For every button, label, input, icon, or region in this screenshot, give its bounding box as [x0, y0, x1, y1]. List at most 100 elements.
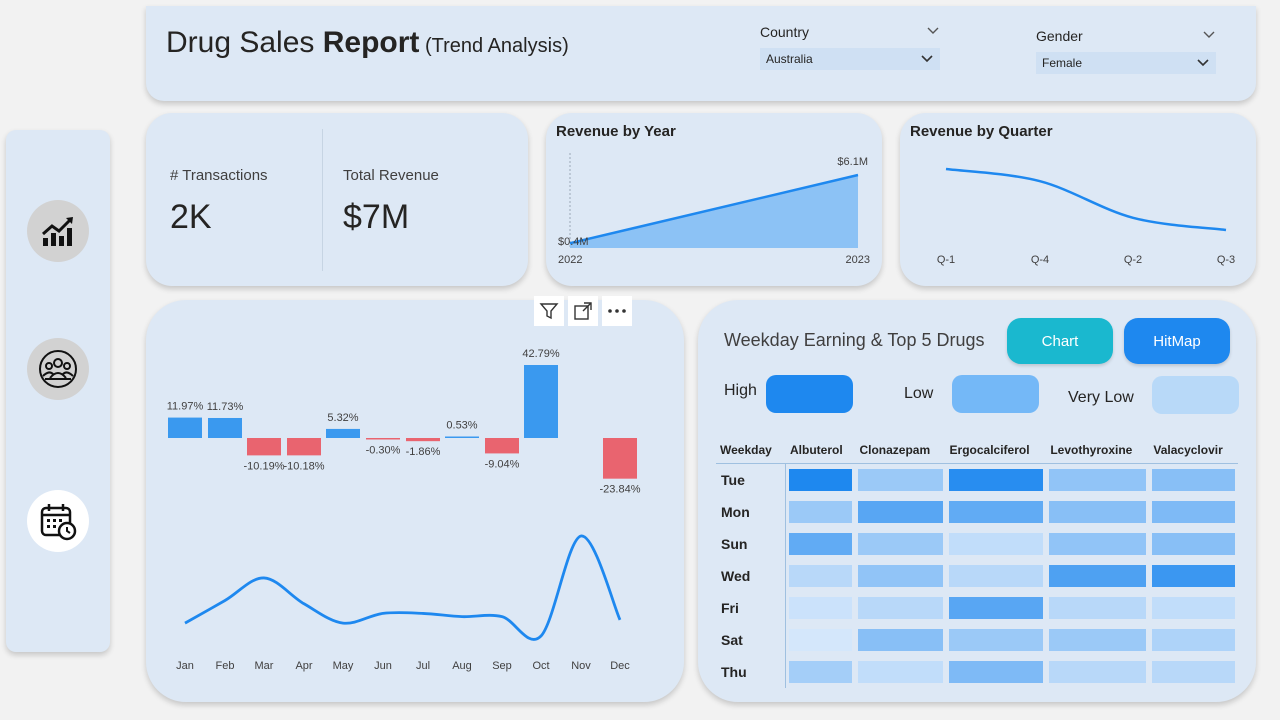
visual-toolbar — [534, 296, 632, 326]
month-x-tick: Jan — [176, 660, 194, 672]
legend-very-low-swatch — [1152, 376, 1239, 414]
table-row: Fri — [716, 592, 1238, 624]
chevron-down-icon[interactable] — [1202, 28, 1216, 42]
heatmap-cell[interactable] — [1046, 496, 1149, 528]
heatmap-cell-fill — [858, 597, 943, 619]
heatmap-cell[interactable] — [786, 624, 855, 656]
heatmap-cell-fill — [1049, 469, 1147, 491]
more-options-icon — [608, 309, 626, 313]
heatmap-cell[interactable] — [786, 560, 855, 592]
heatmap-cell-fill — [789, 533, 853, 555]
heatmap-cell[interactable] — [1149, 624, 1238, 656]
month-x-tick: Nov — [571, 660, 591, 672]
bar-oct — [524, 365, 558, 438]
revenue-by-quarter-card: Q-1 Q-4 Q-2 Q-3 Revenue by Quarter — [900, 113, 1256, 286]
heatmap-cell[interactable] — [786, 496, 855, 528]
chevron-down-icon[interactable] — [926, 24, 940, 38]
nav-calendar-button[interactable] — [27, 490, 89, 552]
bar-label-jan: 11.97% — [167, 401, 204, 413]
heatmap-cell-fill — [858, 629, 943, 651]
heatmap-cell[interactable] — [946, 592, 1047, 624]
heatmap-cell[interactable] — [1149, 656, 1238, 688]
heatmap-cell[interactable] — [786, 528, 855, 560]
heatmap-cell[interactable] — [855, 656, 945, 688]
heatmap-cell-fill — [1152, 629, 1235, 651]
heatmap-cell[interactable] — [1149, 464, 1238, 496]
heatmap-cell[interactable] — [855, 624, 945, 656]
heatmap-cell[interactable] — [855, 560, 945, 592]
heatmap-cell[interactable] — [1149, 528, 1238, 560]
chart-button[interactable]: Chart — [1007, 318, 1113, 364]
legend-high-label: High — [724, 382, 757, 399]
heatmap-cell[interactable] — [1149, 592, 1238, 624]
month-x-tick: Dec — [610, 660, 630, 672]
bar-label-aug: 0.53% — [446, 420, 477, 432]
revenue-by-year-chart[interactable]: $0.4M $6.1M 2022 2023 — [546, 113, 882, 286]
heatmap-cell[interactable] — [1046, 624, 1149, 656]
heatmap-cell[interactable] — [1046, 592, 1149, 624]
gender-select[interactable]: Female — [1036, 52, 1216, 74]
bar-label-jun: -0.30% — [366, 445, 401, 457]
country-select[interactable]: Australia — [760, 48, 940, 70]
heatmap-cell[interactable] — [855, 464, 945, 496]
month-x-tick: Sep — [492, 660, 512, 672]
heatmap-cell[interactable] — [946, 560, 1047, 592]
revenue-by-year-card: $0.4M $6.1M 2022 2023 Revenue by Year — [546, 113, 882, 286]
heatmap-header-weekday[interactable]: Weekday — [716, 440, 786, 464]
heatmap-cell[interactable] — [946, 464, 1047, 496]
hitmap-button[interactable]: HitMap — [1124, 318, 1230, 364]
heatmap-cell[interactable] — [946, 624, 1047, 656]
heatmap-cell[interactable] — [946, 496, 1047, 528]
bar-label-mar: -10.19% — [244, 460, 285, 472]
heatmap-cell[interactable] — [1046, 528, 1149, 560]
year-line — [569, 173, 859, 245]
heatmap-cell-fill — [1152, 533, 1235, 555]
heatmap-header-albuterol[interactable]: Albuterol — [786, 440, 856, 464]
bar-label-feb: 11.73% — [207, 401, 244, 413]
quarter-x-tick: Q-1 — [937, 254, 955, 266]
gender-slicer-label: Gender — [1036, 28, 1083, 44]
heatmap-header-row: Weekday Albuterol Clonazepam Ergocalciferol… — [716, 440, 1238, 464]
heatmap-table: Weekday Albuterol Clonazepam Ergocalciferol… — [716, 440, 1238, 688]
heatmap-header-levothyroxine[interactable]: Levothyroxine — [1046, 440, 1150, 464]
bar-jan — [168, 417, 202, 438]
nav-people-button[interactable] — [27, 338, 89, 400]
heatmap-header-clonazepam[interactable]: Clonazepam — [855, 440, 946, 464]
heatmap-cell[interactable] — [1046, 560, 1149, 592]
more-options-button[interactable] — [602, 296, 632, 326]
monthly-change-chart[interactable]: 11.97% 11.73% -10.19% -10.18% 5.32% -0.30% -1.… — [146, 300, 684, 702]
heatmap-cell-fill — [1152, 597, 1235, 619]
kpi-transactions: # Transactions 2K — [170, 167, 268, 237]
heatmap-cell[interactable] — [1046, 464, 1149, 496]
heatmap-cell[interactable] — [855, 528, 945, 560]
filter-button[interactable] — [534, 296, 564, 326]
month-x-tick: Apr — [295, 660, 312, 672]
focus-mode-button[interactable] — [568, 296, 598, 326]
heatmap-cell[interactable] — [855, 592, 945, 624]
heatmap-header-ergocalciferol[interactable]: Ergocalciferol — [945, 440, 1047, 464]
heatmap-cell[interactable] — [786, 656, 855, 688]
heatmap-cell-fill — [1049, 565, 1147, 587]
heatmap-cell-fill — [789, 565, 853, 587]
heatmap-header-valacyclovir[interactable]: Valacyclovir — [1149, 440, 1238, 464]
heatmap-cell[interactable] — [946, 528, 1047, 560]
legend-low-swatch — [952, 375, 1039, 413]
kpi-divider — [322, 129, 323, 271]
nav-trend-button[interactable] — [27, 200, 89, 262]
table-row: Mon — [716, 496, 1238, 528]
heatmap-cell[interactable] — [1149, 560, 1238, 592]
country-select-value: Australia — [766, 52, 813, 66]
heatmap-row-label: Mon — [716, 496, 786, 528]
chevron-down-icon — [1197, 59, 1209, 67]
month-x-tick: May — [333, 660, 354, 672]
heatmap-cell[interactable] — [786, 464, 855, 496]
heatmap-cell[interactable] — [946, 656, 1047, 688]
heatmap-cell-fill — [789, 629, 853, 651]
revenue-by-quarter-chart[interactable]: Q-1 Q-4 Q-2 Q-3 — [900, 113, 1256, 286]
heatmap-cell[interactable] — [1149, 496, 1238, 528]
year-start-label: $0.4M — [558, 236, 589, 248]
heatmap-cell[interactable] — [1046, 656, 1149, 688]
heatmap-cell[interactable] — [786, 592, 855, 624]
heatmap-cell[interactable] — [855, 496, 945, 528]
bar-may — [326, 428, 360, 438]
